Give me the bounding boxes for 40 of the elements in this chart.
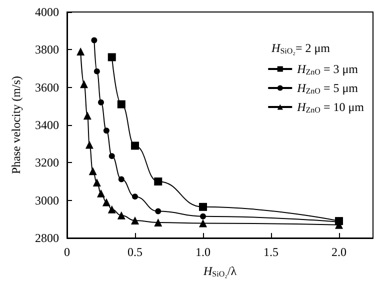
point	[85, 140, 94, 149]
point	[200, 213, 206, 220]
point	[117, 100, 126, 108]
point	[154, 218, 162, 227]
point	[131, 216, 139, 224]
x-tick-label: 0	[64, 245, 70, 259]
point	[98, 99, 104, 106]
point	[132, 194, 138, 200]
x-tick-label: 0.5	[128, 245, 142, 259]
point	[117, 211, 126, 220]
y-tick-label: 3600	[35, 80, 59, 94]
point	[199, 202, 207, 211]
point	[80, 80, 88, 88]
point	[108, 153, 115, 160]
x-tick-label: 2.0	[332, 245, 346, 259]
y-tick-label: 3000	[35, 193, 59, 208]
y-tick-label: 2800	[35, 231, 59, 245]
point	[76, 48, 85, 56]
point	[91, 37, 98, 44]
point	[88, 167, 97, 176]
point	[108, 53, 116, 62]
x-tick-label: 1.5	[264, 245, 278, 259]
point	[118, 176, 124, 182]
point	[94, 68, 100, 74]
point	[108, 205, 116, 214]
y-axis-title: Phase velocity (m/s)	[9, 76, 23, 174]
point	[131, 142, 139, 150]
y-tick-label: 3200	[35, 156, 59, 170]
point	[199, 219, 207, 228]
point	[83, 112, 92, 120]
y-tick-label: 4000	[35, 5, 59, 19]
x-tick-label: 1.0	[196, 245, 210, 259]
point	[102, 198, 110, 206]
point	[92, 178, 101, 186]
y-tick-label: 3800	[35, 42, 59, 57]
point	[155, 208, 162, 214]
point	[97, 189, 105, 198]
point	[103, 128, 110, 134]
point	[154, 178, 162, 186]
y-tick-label: 3400	[35, 118, 59, 132]
